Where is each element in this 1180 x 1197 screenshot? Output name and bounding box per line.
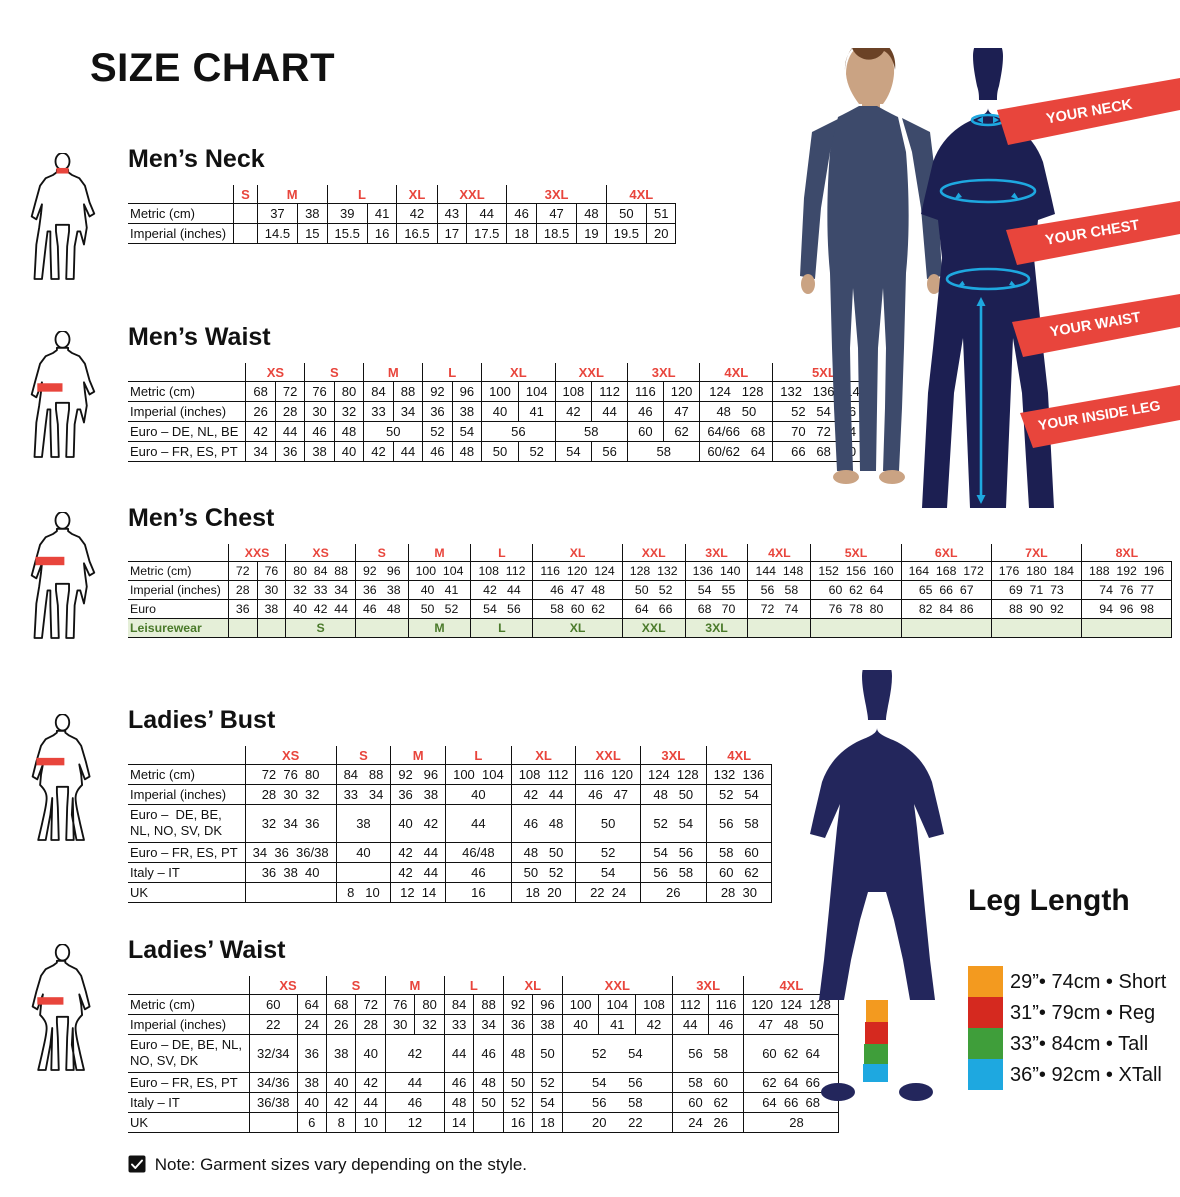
svg-text:36”• 92cm • XTall: 36”• 92cm • XTall: [1010, 1064, 1162, 1086]
svg-text:31”• 79cm • Reg: 31”• 79cm • Reg: [1010, 1002, 1155, 1024]
svg-text:29”• 74cm • Short: 29”• 74cm • Short: [1010, 971, 1167, 993]
svg-text:Leg Length: Leg Length: [968, 884, 1130, 917]
svg-text:33”• 84cm • Tall: 33”• 84cm • Tall: [1010, 1033, 1148, 1055]
